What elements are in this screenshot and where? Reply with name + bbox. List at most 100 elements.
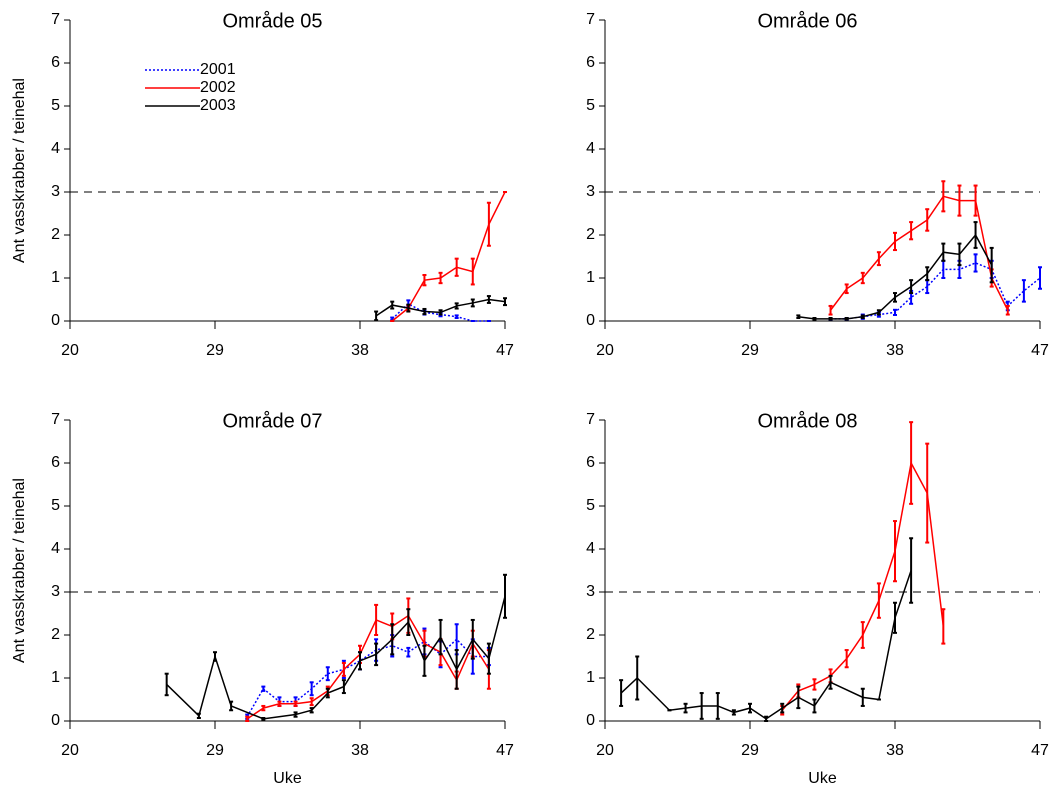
error-bar (406, 646, 411, 658)
y-tick-label: 2 (586, 626, 595, 643)
y-tick-label: 4 (586, 140, 595, 157)
chart-title: Område 06 (757, 10, 857, 32)
y-tick-label: 1 (586, 269, 595, 286)
error-bar (909, 537, 914, 604)
error-bar (893, 292, 897, 303)
error-bar (438, 271, 443, 285)
error-bar (422, 307, 427, 316)
error-bar (454, 302, 459, 310)
error-bar (213, 651, 217, 662)
error-bar (454, 314, 459, 319)
x-tick-label: 29 (741, 342, 759, 359)
x-tick-label: 47 (496, 742, 514, 759)
error-bar (957, 184, 962, 217)
error-bar (844, 649, 849, 669)
y-tick-label: 5 (51, 497, 60, 514)
error-bar (925, 442, 930, 544)
x-tick-label: 38 (886, 742, 904, 759)
y-tick-label: 5 (586, 497, 595, 514)
error-bar (390, 300, 395, 310)
error-bar (470, 298, 475, 308)
error-bar (941, 608, 946, 645)
error-bar (893, 308, 897, 316)
error-bar (844, 316, 849, 321)
error-bar (699, 692, 704, 720)
error-bar (828, 316, 833, 321)
series-line (620, 570, 912, 720)
x-tick-label: 38 (351, 342, 369, 359)
y-tick-label: 7 (586, 411, 595, 428)
error-bar (828, 304, 833, 316)
series-line (391, 191, 506, 322)
error-bar (989, 246, 994, 284)
error-bar (406, 303, 411, 313)
error-bar (812, 678, 817, 691)
error-bar (909, 279, 914, 295)
error-bar (422, 644, 427, 677)
error-bar (245, 715, 250, 722)
error-bar (374, 603, 379, 636)
error-bar (390, 623, 395, 656)
y-tick-label: 6 (586, 454, 595, 471)
y-tick-label: 1 (586, 669, 595, 686)
chart-title: Område 07 (222, 410, 322, 432)
error-bar (486, 642, 491, 675)
error-bar (277, 700, 282, 707)
error-bar (1038, 266, 1042, 290)
error-bar (454, 649, 459, 690)
x-tick-label: 20 (596, 342, 614, 359)
error-bar (309, 697, 314, 707)
error-bar (229, 700, 234, 712)
error-bar (422, 273, 427, 287)
error-bar (941, 180, 946, 213)
error-bar (341, 661, 346, 677)
error-bar (909, 421, 914, 505)
series-line (246, 614, 490, 720)
error-bar (261, 704, 266, 712)
error-bar (764, 715, 769, 722)
error-bar (780, 702, 785, 714)
error-bar (261, 716, 266, 721)
y-tick-label: 5 (586, 97, 595, 114)
error-bar (941, 242, 946, 262)
error-bar (748, 702, 752, 714)
x-axis-label: Uke (273, 770, 302, 787)
x-tick-label: 38 (886, 342, 904, 359)
x-tick-label: 29 (741, 742, 759, 759)
x-tick-label: 47 (1031, 742, 1049, 759)
y-tick-label: 3 (586, 183, 595, 200)
error-bar (860, 314, 865, 319)
y-tick-label: 0 (51, 312, 60, 329)
y-tick-label: 3 (586, 583, 595, 600)
error-bar (341, 679, 346, 695)
error-bar (860, 621, 865, 649)
error-bar (828, 674, 833, 690)
error-bar (309, 707, 314, 714)
y-tick-label: 1 (51, 669, 60, 686)
error-bar (293, 700, 298, 707)
error-bar (196, 712, 201, 719)
error-bar (973, 184, 978, 217)
error-bar (925, 208, 930, 232)
error-bar (438, 309, 443, 316)
error-bar (454, 257, 459, 277)
y-tick-label: 6 (51, 454, 60, 471)
error-bar (635, 655, 640, 701)
legend-label: 2001 (200, 61, 236, 78)
y-tick-label: 4 (586, 540, 595, 557)
series-line (829, 195, 1009, 311)
x-tick-label: 20 (61, 742, 79, 759)
error-bar (731, 709, 736, 716)
x-tick-label: 29 (206, 742, 224, 759)
error-bar (715, 692, 720, 720)
y-tick-label: 2 (51, 626, 60, 643)
error-bar (844, 283, 849, 295)
chart-title: Område 05 (222, 10, 322, 32)
y-axis-label: Ant vasskrabber / teinehal (11, 478, 28, 663)
legend-label: 2003 (200, 97, 236, 114)
y-tick-label: 2 (586, 226, 595, 243)
y-tick-label: 3 (51, 183, 60, 200)
error-bar (941, 259, 946, 279)
error-bar (893, 520, 897, 583)
